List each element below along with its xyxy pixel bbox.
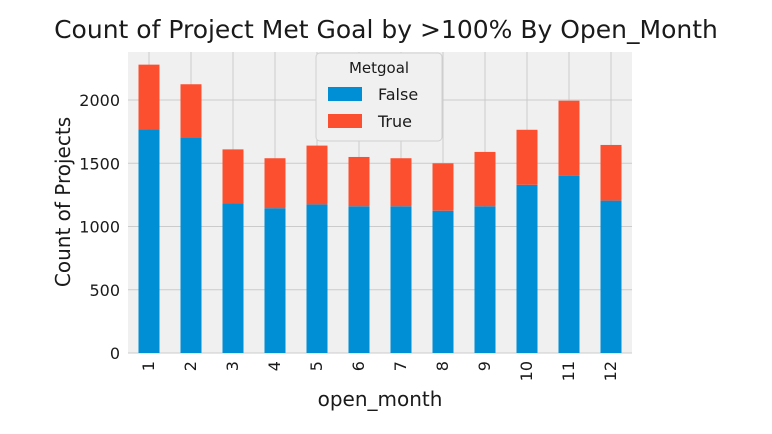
legend-swatch-true xyxy=(328,114,362,128)
y-tick-label: 1500 xyxy=(79,154,120,173)
chart-title: Count of Project Met Goal by >100% By Op… xyxy=(54,15,718,44)
x-tick-label: 2 xyxy=(181,361,200,371)
bar-false-9 xyxy=(474,206,496,353)
legend-title: Metgoal xyxy=(349,59,409,77)
y-axis-label: Count of Projects xyxy=(51,117,75,287)
bar-true-11 xyxy=(558,100,580,176)
bar-false-12 xyxy=(600,200,622,353)
legend-label-true: True xyxy=(377,112,412,131)
legend-label-false: False xyxy=(378,85,418,104)
bar-true-1 xyxy=(138,64,160,130)
y-tick-label: 500 xyxy=(89,281,120,300)
bar-true-6 xyxy=(348,156,370,207)
bar-false-11 xyxy=(558,175,580,353)
x-tick-label: 12 xyxy=(601,361,620,381)
bar-false-1 xyxy=(138,129,160,353)
x-tick-label: 11 xyxy=(559,361,578,381)
bar-true-3 xyxy=(222,149,244,204)
x-tick-label: 4 xyxy=(265,361,284,371)
bar-false-2 xyxy=(180,138,202,353)
legend-swatch-false xyxy=(328,87,362,101)
x-tick-label: 6 xyxy=(349,361,368,371)
y-tick-label: 2000 xyxy=(79,91,120,110)
bar-false-7 xyxy=(390,206,412,353)
bars-layer xyxy=(138,64,622,353)
y-tick-label: 1000 xyxy=(79,218,120,237)
bar-false-4 xyxy=(264,208,286,353)
bar-true-7 xyxy=(390,158,412,207)
bar-true-9 xyxy=(474,151,496,207)
bar-false-10 xyxy=(516,184,538,353)
x-tick-label: 9 xyxy=(475,361,494,371)
bar-true-8 xyxy=(432,163,454,211)
bar-true-12 xyxy=(600,144,622,201)
x-tick-label: 3 xyxy=(223,361,242,371)
x-tick-label: 8 xyxy=(433,361,452,371)
bar-true-5 xyxy=(306,145,328,205)
y-tick-label: 0 xyxy=(110,344,120,363)
x-tick-label: 10 xyxy=(517,361,536,381)
bar-true-2 xyxy=(180,84,202,138)
bar-false-6 xyxy=(348,206,370,353)
x-tick-label: 7 xyxy=(391,361,410,371)
x-axis-label: open_month xyxy=(318,387,443,411)
x-tick-label: 5 xyxy=(307,361,326,371)
bar-false-3 xyxy=(222,203,244,353)
bar-false-8 xyxy=(432,210,454,353)
bar-true-10 xyxy=(516,129,538,185)
bar-false-5 xyxy=(306,204,328,353)
x-tick-label: 1 xyxy=(139,361,158,371)
legend: Metgoal False True xyxy=(315,52,443,142)
bar-true-4 xyxy=(264,158,286,209)
